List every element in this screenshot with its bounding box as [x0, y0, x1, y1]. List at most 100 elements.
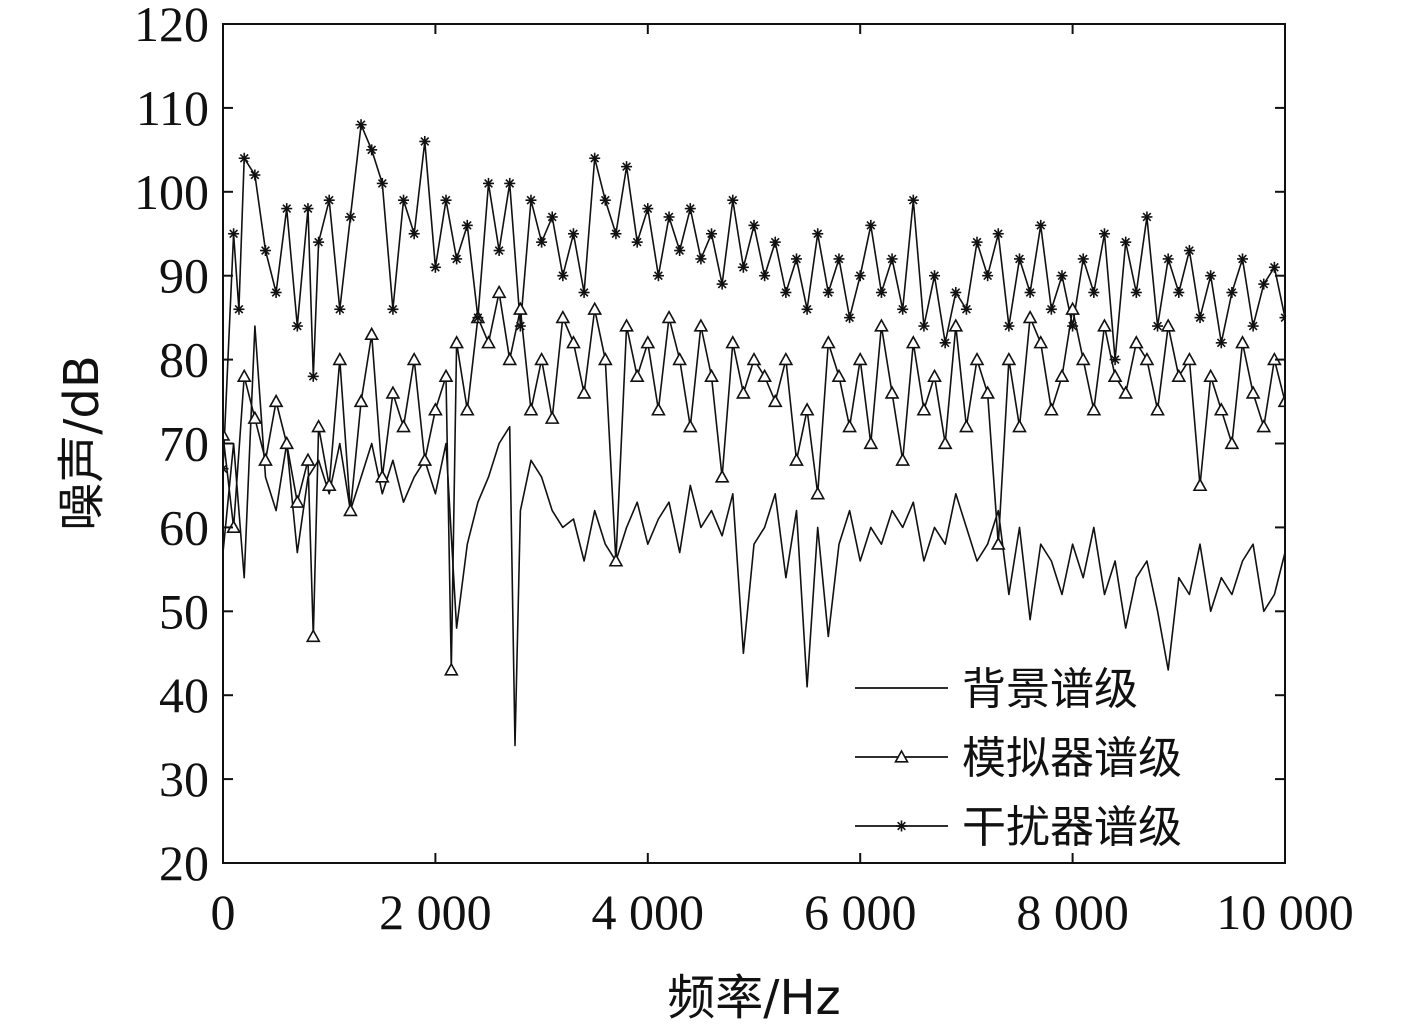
simulator-point [672, 351, 688, 366]
jammer-point [525, 194, 537, 206]
jammer-point [228, 228, 240, 240]
simulator-point [640, 335, 656, 349]
simulator-point [746, 351, 762, 366]
simulator-point [1277, 393, 1285, 408]
jammer-point [493, 245, 505, 257]
jammer-point [1194, 312, 1206, 324]
jammer-point [313, 236, 325, 248]
simulator-point [449, 335, 464, 349]
jammer-point [652, 270, 664, 282]
jammer-point [387, 303, 399, 315]
jammer-point [822, 286, 834, 298]
jammer-point [684, 203, 696, 215]
jammer-point [929, 270, 941, 282]
jammer-point [376, 177, 388, 189]
jammer-point [249, 169, 261, 181]
simulator-point [767, 393, 783, 408]
x-tick-label: 4 000 [592, 884, 705, 940]
simulator-point [619, 318, 634, 332]
jammer-point [557, 270, 569, 282]
jammer-point [238, 152, 250, 164]
simulator-point [481, 335, 496, 349]
jammer-point [674, 245, 686, 257]
simulator-point [1086, 402, 1102, 416]
x-tick-label: 6 000 [804, 884, 917, 940]
simulator-point [279, 435, 295, 450]
simulator-point [1203, 368, 1219, 382]
simulator-point [990, 536, 1006, 550]
jammer-point [1067, 320, 1079, 332]
y-tick-label: 40 [159, 667, 209, 723]
jammer-point [451, 253, 463, 265]
jammer-point [599, 194, 611, 206]
jammer-point [716, 278, 728, 290]
simulator-point [927, 368, 942, 382]
background-spectrum-line [223, 325, 1285, 747]
simulator-point [555, 310, 571, 324]
jammer-point [737, 261, 749, 273]
jammer-point [1003, 320, 1015, 332]
jammer-point [790, 253, 802, 265]
simulator-point [268, 393, 284, 408]
simulator-point [374, 469, 390, 483]
simulator-point [852, 351, 868, 366]
simulator-point [1160, 318, 1176, 332]
y-tick-label: 100 [134, 164, 209, 220]
jammer-point [233, 303, 245, 315]
jammer-point [1152, 320, 1164, 332]
jammer-point [1045, 303, 1057, 315]
simulator-point [443, 662, 459, 676]
jammer-spectrum-line [223, 123, 1285, 469]
simulator-point [1224, 435, 1240, 450]
simulator-point [682, 419, 698, 433]
jammer-point [1258, 278, 1270, 290]
simulator-point [1065, 301, 1080, 315]
simulator-point [289, 494, 305, 508]
x-tick-label: 0 [211, 884, 236, 940]
simulator-point [513, 301, 528, 315]
jammer-point [897, 303, 909, 315]
simulator-point [714, 469, 730, 483]
jammer-point [281, 203, 293, 215]
jammer-point [886, 253, 898, 265]
jammer-point [875, 286, 887, 298]
simulator-point [916, 402, 932, 416]
jammer-point [695, 253, 707, 265]
simulator-point [523, 402, 539, 416]
simulator-point [629, 368, 645, 382]
jammer-point [907, 194, 919, 206]
simulator-point [980, 385, 995, 399]
simulator-point [959, 419, 974, 433]
jammer-point [812, 228, 824, 240]
jammer-point [1120, 236, 1132, 248]
jammer-point [780, 286, 792, 298]
simulator-point [247, 410, 263, 424]
jammer-point [1130, 286, 1142, 298]
simulator-point [661, 310, 677, 324]
simulator-point [385, 385, 401, 399]
jammer-point [1088, 286, 1100, 298]
simulator-point [305, 628, 321, 643]
jammer-point [631, 236, 643, 248]
jammer-point [567, 228, 579, 240]
legend-marker [896, 820, 907, 832]
jammer-point [1141, 211, 1153, 223]
simulator-point [1235, 335, 1250, 349]
jammer-point [366, 144, 378, 156]
simulator-point [693, 318, 709, 332]
jammer-point [1279, 312, 1285, 324]
simulator-point [544, 410, 560, 424]
simulator-point [937, 435, 953, 450]
simulator-point [236, 368, 252, 382]
jammer-point [706, 228, 718, 240]
jammer-point [642, 203, 654, 215]
jammer-point [578, 286, 590, 298]
simulator-point [1044, 402, 1059, 416]
y-tick-label: 90 [159, 248, 209, 304]
simulator-point [820, 335, 836, 349]
jammer-point [833, 253, 845, 265]
simulator-point [1171, 368, 1187, 382]
jammer-point [1215, 337, 1227, 349]
simulator-point [1012, 419, 1027, 433]
